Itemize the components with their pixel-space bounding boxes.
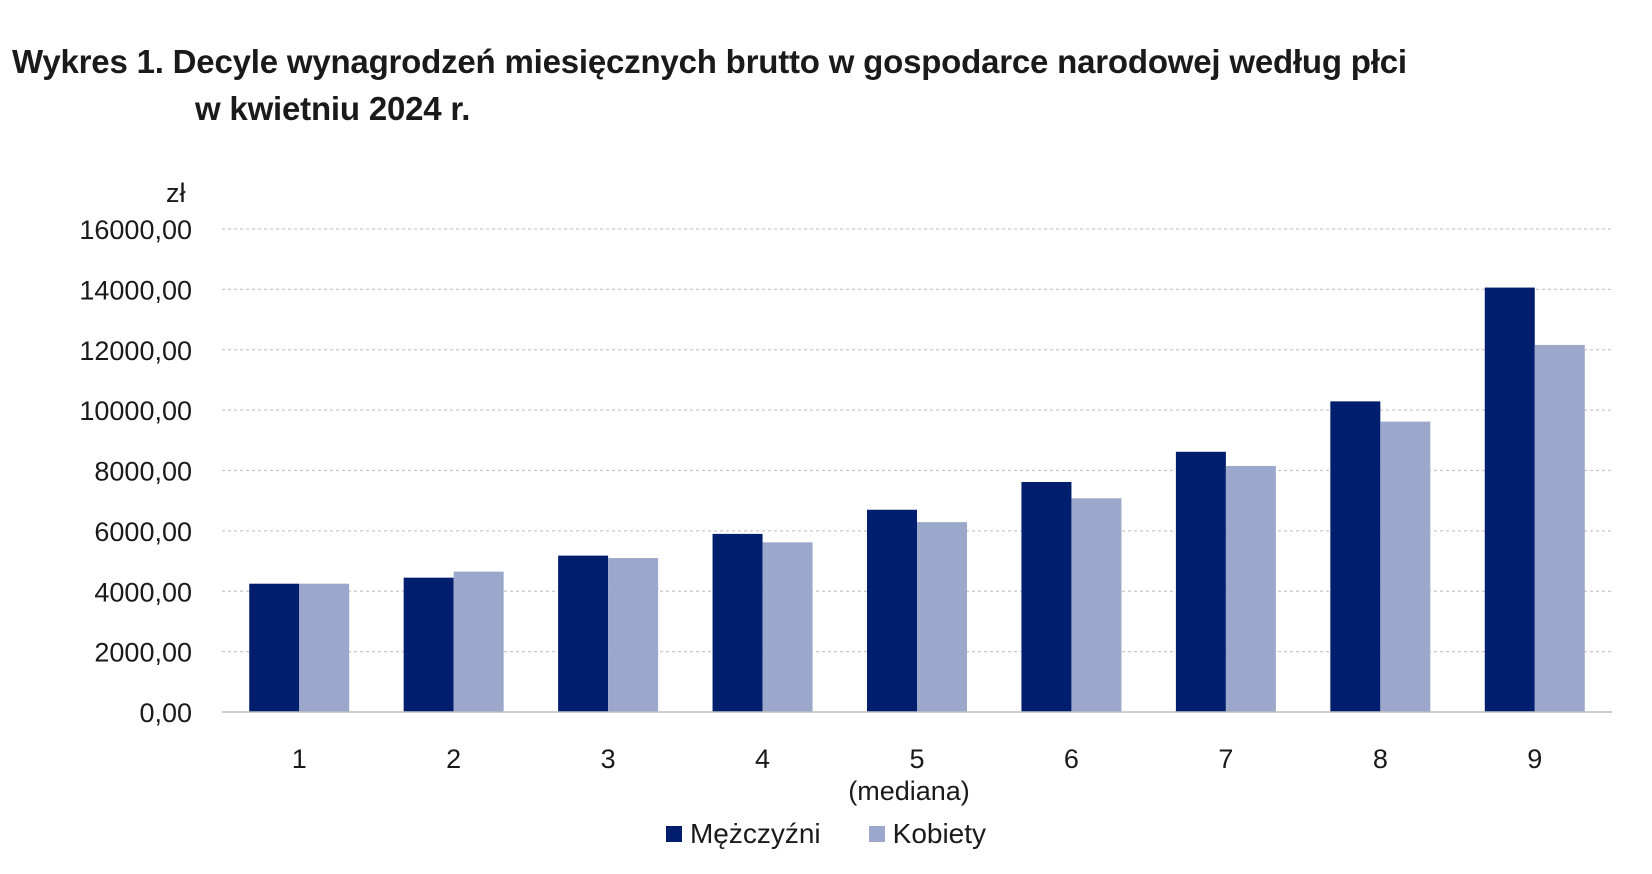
bar-men-decile-6 [1021, 481, 1072, 712]
bar-women-decile-3 [608, 558, 659, 712]
x-tick-label: 5 [909, 744, 924, 774]
chart-title: Wykres 1. Decyle wynagrodzeń miesięcznyc… [12, 38, 1642, 132]
legend-swatch-women [868, 826, 885, 842]
bar-women-decile-8 [1380, 421, 1431, 712]
bar-women-decile-7 [1225, 465, 1276, 712]
chart-title-line1: Wykres 1. Decyle wynagrodzeń miesięcznyc… [12, 43, 1407, 80]
y-tick-label: 4000,00 [94, 577, 192, 607]
bar-men-decile-1 [249, 583, 300, 712]
y-tick-label: 10000,00 [79, 396, 192, 426]
x-tick-label: 8 [1373, 744, 1388, 774]
bar-women-decile-4 [762, 542, 813, 712]
x-tick-label: 1 [292, 744, 307, 774]
chart-title-line2: w kwietniu 2024 r. [195, 90, 471, 127]
legend-swatch-men [665, 826, 682, 842]
bar-women-decile-9 [1534, 344, 1585, 712]
x-tick-label: 4 [755, 744, 770, 774]
bar-men-decile-2 [403, 577, 454, 712]
legend-label-men: Mężczyźni [689, 818, 821, 849]
y-tick-label: 6000,00 [94, 517, 192, 547]
y-tick-label: 12000,00 [79, 336, 192, 366]
bar-men-decile-4 [712, 533, 763, 712]
bar-women-decile-1 [299, 583, 350, 712]
legend-item-women: Kobiety [868, 818, 987, 850]
y-tick-label: 16000,00 [79, 215, 192, 245]
bar-men-decile-9 [1484, 287, 1535, 712]
bar-men-decile-8 [1330, 401, 1381, 712]
y-tick-label: 2000,00 [94, 638, 192, 668]
y-tick-label: 8000,00 [94, 457, 192, 487]
x-tick-label: 9 [1527, 744, 1542, 774]
bar-men-decile-3 [558, 555, 609, 712]
bar-women-decile-6 [1071, 498, 1122, 712]
chart-legend: Mężczyźni Kobiety [0, 818, 1652, 850]
x-tick-label: 7 [1218, 744, 1233, 774]
bar-women-decile-5 [917, 522, 967, 712]
x-tick-label: 3 [601, 744, 616, 774]
x-tick-sublabel: (mediana) [848, 776, 970, 806]
y-axis-unit-label: zł [166, 178, 186, 208]
y-tick-label: 0,00 [139, 698, 192, 728]
bar-women-decile-2 [453, 571, 504, 712]
x-tick-label: 6 [1064, 744, 1079, 774]
y-tick-label: 14000,00 [79, 275, 192, 305]
legend-label-women: Kobiety [892, 818, 987, 849]
bar-men-decile-5 [867, 509, 917, 712]
bar-men-decile-7 [1175, 451, 1226, 712]
legend-item-men: Mężczyźni [665, 818, 821, 850]
x-tick-label: 2 [446, 744, 461, 774]
